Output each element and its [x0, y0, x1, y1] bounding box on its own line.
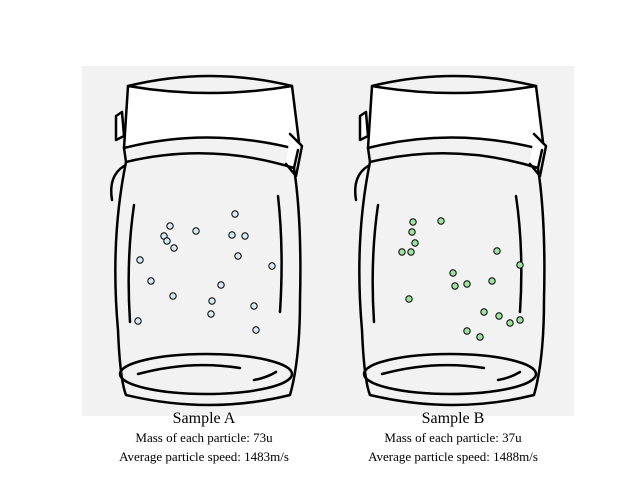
sample-a-particle — [147, 277, 155, 285]
jar-b-side-highlight-left — [371, 203, 380, 324]
sample-b-particle — [411, 239, 419, 247]
sample-a-particle — [207, 310, 215, 318]
jar-a-body — [114, 160, 302, 407]
sample-b-particle — [437, 217, 445, 225]
sample-a-particle — [241, 232, 249, 240]
jar-a-base-highlight — [136, 363, 278, 382]
sample-b-particle — [480, 308, 488, 316]
sample-b-particle — [408, 228, 416, 236]
jar-b-base — [362, 352, 538, 396]
sample-b-particle — [488, 277, 496, 285]
jar-b-handle — [354, 164, 370, 202]
sample-b-particle — [451, 282, 459, 290]
sample-b-particle — [463, 280, 471, 288]
particles-sample-a — [134, 210, 276, 334]
sample-b-particle — [506, 319, 514, 327]
sample-b-speed: Average particle speed: 1488m/s — [368, 449, 538, 464]
sample-a-particle — [169, 292, 177, 300]
sample-b-particle — [398, 248, 406, 256]
jar-a-neck — [122, 146, 300, 170]
sample-a-particle — [192, 227, 200, 235]
jar-b-neck — [366, 146, 544, 170]
sample-a-caption: Sample A Mass of each particle: 73u Aver… — [74, 409, 334, 466]
sample-b-particle — [516, 316, 524, 324]
jar-b-base-highlight — [380, 363, 522, 382]
sample-a-particle — [268, 262, 276, 270]
jar-a-side-highlight-right — [276, 194, 283, 314]
sample-a-particle — [252, 326, 260, 334]
sample-a-particle — [231, 210, 239, 218]
sample-a-particle — [166, 222, 174, 230]
jar-a-handle — [110, 164, 126, 202]
sample-b-title: Sample B — [421, 410, 485, 427]
particles-sample-b — [398, 217, 524, 341]
sample-a-particle — [170, 244, 178, 252]
jar-a-side-highlight-left — [127, 203, 136, 324]
sample-a-particle — [228, 231, 236, 239]
jar-a-base — [118, 352, 294, 396]
sample-a-speed: Average particle speed: 1483m/s — [119, 449, 289, 464]
sample-b-particle — [493, 247, 501, 255]
sample-a-particle — [136, 256, 144, 264]
jar-a-lid-top — [126, 74, 294, 88]
jar-b-side-highlight-right — [514, 194, 523, 314]
jar-sample-b — [354, 74, 548, 407]
jar-a-clamp — [114, 110, 304, 178]
sample-a-particle — [163, 237, 171, 245]
sample-a-particle — [250, 302, 258, 310]
sample-b-particle — [407, 248, 415, 256]
sample-a-particle — [134, 317, 142, 325]
jar-b-body — [358, 160, 546, 407]
sample-b-particle — [405, 295, 413, 303]
jar-b-lid-top — [370, 74, 538, 88]
sample-b-particle — [409, 218, 417, 226]
sample-b-caption: Sample B Mass of each particle: 37u Aver… — [323, 409, 583, 466]
jar-sample-a — [110, 74, 304, 407]
sample-a-title: Sample A — [172, 410, 236, 427]
sample-b-particle — [516, 261, 524, 269]
sample-b-particle — [449, 269, 457, 277]
sample-b-particle — [463, 327, 471, 335]
sample-b-particle — [495, 312, 503, 320]
sample-b-particle — [476, 333, 484, 341]
sample-a-particle — [217, 281, 225, 289]
jar-b-clamp — [358, 110, 548, 178]
sample-a-mass: Mass of each particle: 73u — [135, 430, 273, 445]
sample-a-particle — [208, 297, 216, 305]
sample-a-particle — [234, 252, 242, 260]
sample-b-mass: Mass of each particle: 37u — [384, 430, 522, 445]
